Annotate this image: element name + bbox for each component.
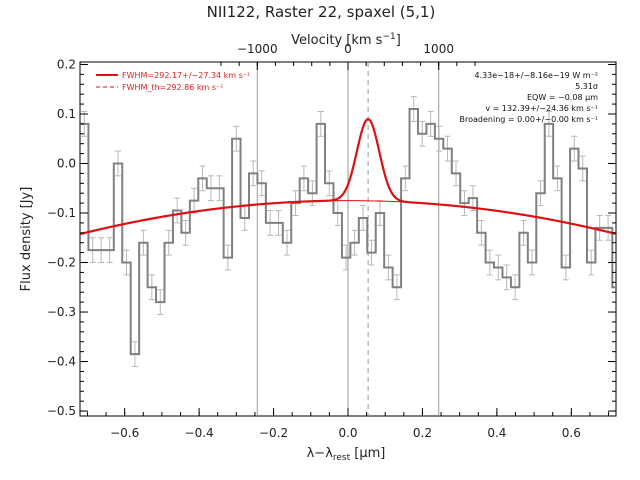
x-tick-label: 0.6 [562,426,581,440]
x-tick-labels: −0.6 −0.4 −0.2 0.0 0.2 0.4 0.6 [110,426,581,440]
y-tick-label: 0.0 [57,156,76,170]
annotations: 4.33e−18+/−8.16e−19 W m⁻² 5.31σ EQW = −0… [460,71,599,124]
gaussian-fit-line [79,117,617,236]
y-tick-label: 0.2 [57,57,76,71]
x-tick-label: 0.2 [413,426,432,440]
annotation-flux: 4.33e−18+/−8.16e−19 W m⁻² [474,71,598,80]
annotation-snr: 5.31σ [575,82,598,91]
chart-title: NII122, Raster 22, spaxel (5,1) [207,3,436,21]
top-tick-label: 1000 [423,42,454,56]
axis-ticks [80,62,616,416]
spectrum-series [80,108,617,356]
x-tick-label: −0.6 [110,426,139,440]
y-tick-label: −0.3 [47,305,76,319]
legend: FWHM=292.17+/−27.34 km s⁻¹ FWHM_th=292.8… [96,71,250,92]
y-tick-label: 0.1 [57,107,76,121]
top-axis-title: Velocity [km s−1] [291,32,401,48]
x-tick-label: 0.4 [487,426,506,440]
fit-series [79,117,617,236]
x-tick-label: 0.0 [338,426,357,440]
y-tick-labels: −0.5 −0.4 −0.3 −0.2 −0.1 0.0 0.1 0.2 [47,57,76,418]
y-tick-label: −0.5 [47,404,76,418]
top-tick-label: 0 [344,42,352,56]
y-tick-label: −0.2 [47,256,76,270]
top-tick-labels: −1000 0 1000 [237,42,454,56]
annotation-velocity: v = 132.39+/−24.36 km s⁻¹ [485,104,598,113]
y-axis-title: Flux density [Jy] [19,187,34,292]
error-bars [81,96,612,367]
spectrum-line [80,108,617,356]
top-tick-label: −1000 [237,42,278,56]
legend-label-fwhm-th: FWHM_th=292.86 km s⁻¹ [122,83,223,92]
annotation-broadening: Broadening = 0.00+/−0.00 km s⁻¹ [460,115,598,124]
legend-label-fwhm: FWHM=292.17+/−27.34 km s⁻¹ [122,71,250,80]
y-tick-label: −0.4 [47,355,76,369]
y-tick-label: −0.1 [47,206,76,220]
x-axis-title: λ−λrest [μm] [307,446,386,463]
x-tick-label: −0.4 [185,426,214,440]
annotation-eqw: EQW = −0.08 μm [527,93,598,102]
x-tick-label: −0.2 [259,426,288,440]
reference-lines [256,62,440,416]
